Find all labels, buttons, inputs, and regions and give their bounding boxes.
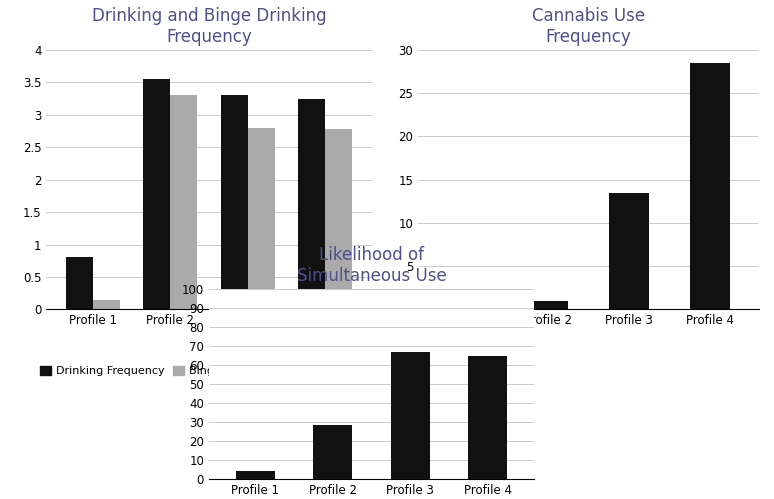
Bar <box>66 257 93 309</box>
Title: Drinking and Binge Drinking
Frequency: Drinking and Binge Drinking Frequency <box>91 7 327 45</box>
Bar <box>298 99 325 309</box>
Title: Cannabis Use
Frequency: Cannabis Use Frequency <box>532 7 645 45</box>
Bar <box>527 301 568 309</box>
Bar <box>221 95 248 309</box>
Bar <box>690 63 730 309</box>
Bar <box>313 425 352 479</box>
Bar <box>170 95 197 309</box>
Bar <box>236 472 275 479</box>
Title: Likelihood of
Simultaneous Use: Likelihood of Simultaneous Use <box>296 247 447 285</box>
Bar <box>608 193 649 309</box>
Bar <box>93 299 120 309</box>
Legend: Drinking Frequency, Binge Drinking Frequeny: Drinking Frequency, Binge Drinking Frequ… <box>36 362 331 381</box>
Bar <box>248 128 275 309</box>
Bar <box>325 129 352 309</box>
Bar <box>468 356 507 479</box>
Bar <box>391 352 430 479</box>
Bar <box>143 79 170 309</box>
Bar <box>447 307 487 309</box>
